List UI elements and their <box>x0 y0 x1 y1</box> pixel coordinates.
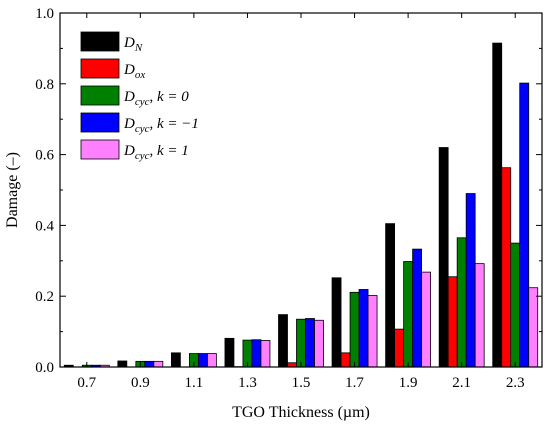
bar-d-n-0.9 <box>117 360 128 368</box>
x-tick-label: 1.9 <box>399 375 418 391</box>
legend-swatch <box>80 139 120 160</box>
bar-d-cyc-k-1-1.3 <box>251 339 262 368</box>
y-tick-label: 0.8 <box>35 77 54 93</box>
x-tick-label: 0.7 <box>77 375 96 391</box>
bar-d-n-1.7 <box>331 277 342 368</box>
bar-d-cyc-k-1-2.3 <box>528 287 539 368</box>
y-axis-title: Damage (–) <box>4 152 21 228</box>
x-tick-label: 1.5 <box>292 375 311 391</box>
bar-d-n-2.3 <box>492 42 503 368</box>
bar-d-cyc-k-1-1.9 <box>412 248 423 368</box>
bar-d-cyc-k-1-1.7 <box>367 295 378 368</box>
bar-d-cyc-k-1-1.5 <box>305 318 315 368</box>
bar-d-cyc-k-1-1.9 <box>421 271 432 368</box>
bar-d-cyc-k-1-1.5 <box>314 319 324 368</box>
x-axis-title: TGO Thickness (µm) <box>232 404 370 421</box>
bar-d-n-2.1 <box>438 147 449 368</box>
bar-d-cyc-k-1-0.9 <box>144 360 155 368</box>
bars-layer <box>63 42 539 368</box>
bar-d-ox-2.3 <box>501 167 512 368</box>
legend-label: Dcyc, k = −1 <box>123 116 199 135</box>
bar-d-cyc-k-1-1.1 <box>206 353 217 368</box>
bar-d-n-1.5 <box>278 314 288 368</box>
legend-swatch <box>80 58 120 79</box>
axes-layer: 0.0 0.2 0.4 0.6 0.8 1.0 0.7 0.9 1.1 1.3 1.5 1.7 1.9 2… <box>35 6 542 391</box>
bar-d-cyc-k-0-2.3 <box>510 242 521 368</box>
bar-d-cyc-k-0-1.9 <box>403 261 414 368</box>
bar-d-cyc-k-1-1.3 <box>260 340 271 368</box>
bar-d-cyc-k-1-0.9 <box>153 360 164 368</box>
bar-d-ox-2.1 <box>447 276 458 368</box>
x-tick-label: 1.1 <box>185 375 204 391</box>
x-tick-label: 2.3 <box>506 375 525 391</box>
bar-d-cyc-k-0-1.7 <box>349 291 360 368</box>
x-tick-label: 2.1 <box>452 375 471 391</box>
bar-d-cyc-k-0-1.5 <box>296 318 306 368</box>
x-tick-label: 0.9 <box>131 375 150 391</box>
bar-d-cyc-k-1-1.7 <box>358 289 369 368</box>
bar-d-cyc-k-1-2.3 <box>519 82 530 368</box>
y-tick-label: 0.0 <box>35 360 54 376</box>
y-tick-label: 0.6 <box>35 148 54 164</box>
bar-d-n-1.9 <box>385 223 396 368</box>
legend-label: DN <box>123 35 143 54</box>
bar-d-n-1.1 <box>170 352 181 368</box>
legend-label: Dcyc, k = 1 <box>123 143 189 162</box>
y-tick-label: 0.4 <box>35 218 54 234</box>
legend: DN Dox Dcyc, k = 0 Dcyc, k = −1 Dcyc, k = 1 <box>80 31 199 162</box>
y-tick-label: 1.0 <box>35 6 54 22</box>
bar-d-n-1.3 <box>224 337 235 368</box>
legend-swatch <box>80 112 120 133</box>
bar-d-cyc-k-1-2.1 <box>474 263 485 368</box>
legend-label: Dcyc, k = 0 <box>123 89 189 108</box>
bar-d-cyc-k-0-2.1 <box>456 237 467 368</box>
bar-d-cyc-k-1-2.1 <box>465 193 476 368</box>
bar-d-ox-1.9 <box>394 328 405 368</box>
x-tick-label: 1.3 <box>238 375 257 391</box>
legend-swatch <box>80 31 120 52</box>
bar-d-ox-1.5 <box>287 362 297 368</box>
bar-d-ox-1.7 <box>340 352 351 368</box>
legend-label: Dox <box>123 62 145 81</box>
y-tick-label: 0.2 <box>35 289 54 305</box>
legend-swatch <box>80 85 120 106</box>
x-tick-label: 1.7 <box>345 375 364 391</box>
bar-d-cyc-k-1-1.1 <box>197 353 208 368</box>
